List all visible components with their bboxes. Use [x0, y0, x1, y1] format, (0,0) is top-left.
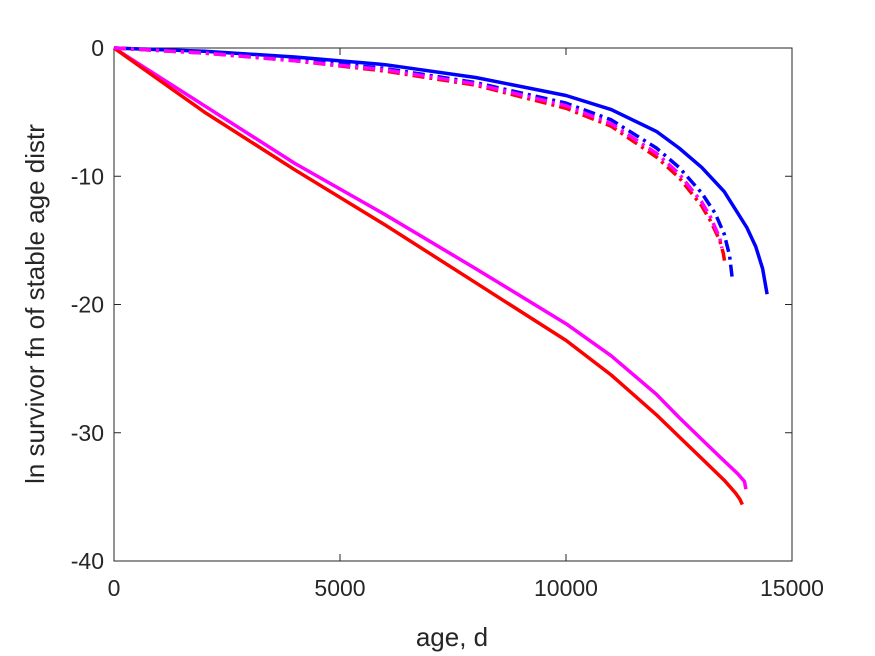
- series-line-1: [113, 46, 748, 490]
- x-tick-label: 0: [108, 575, 121, 601]
- series-line-2: [112, 46, 744, 506]
- plot-area: 0 5000 10000 15000 0 -10 -20 -30 -40: [71, 35, 824, 601]
- y-tick-label: -10: [71, 163, 104, 189]
- y-tick-label: -30: [71, 420, 104, 446]
- axes-frame: [113, 47, 793, 562]
- y-tick-label: -20: [71, 292, 104, 318]
- x-tick-label: 10000: [534, 575, 598, 601]
- series-line-5: [113, 46, 727, 265]
- x-tick-label: 5000: [314, 575, 365, 601]
- x-tick-label: 15000: [760, 575, 824, 601]
- y-axis-label: ln survivor fn of stable age distr: [20, 124, 50, 484]
- series-line-3: [113, 46, 769, 295]
- series-line-4: [113, 46, 735, 280]
- x-axis-label: age, d: [416, 622, 488, 652]
- y-tick-label: 0: [91, 35, 104, 61]
- series-line-6: [113, 46, 724, 249]
- y-tick-label: -40: [71, 548, 104, 574]
